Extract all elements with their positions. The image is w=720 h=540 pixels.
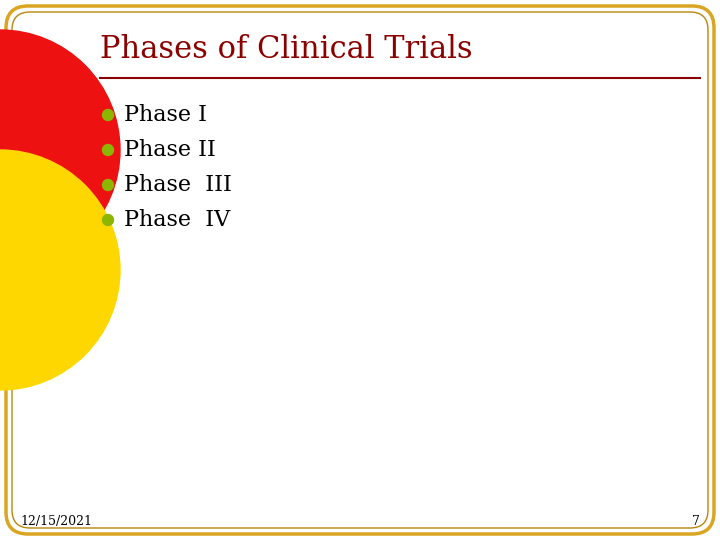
Text: 7: 7	[692, 515, 700, 528]
FancyBboxPatch shape	[6, 6, 714, 534]
Text: Phase II: Phase II	[124, 139, 216, 161]
Circle shape	[102, 179, 114, 191]
Circle shape	[0, 30, 120, 270]
Text: Phase I: Phase I	[124, 104, 207, 126]
Text: Phases of Clinical Trials: Phases of Clinical Trials	[100, 34, 472, 65]
Circle shape	[0, 150, 120, 390]
Text: Phase  III: Phase III	[124, 174, 232, 196]
Text: 12/15/2021: 12/15/2021	[20, 515, 92, 528]
Circle shape	[102, 145, 114, 156]
Circle shape	[102, 110, 114, 120]
Circle shape	[102, 214, 114, 226]
Text: Phase  IV: Phase IV	[124, 209, 230, 231]
